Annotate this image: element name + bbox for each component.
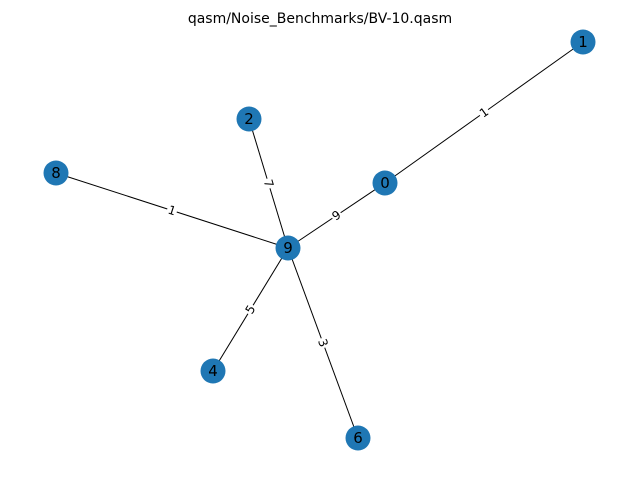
node-9-circle bbox=[275, 235, 301, 261]
edge-label-group: 1 bbox=[475, 103, 493, 122]
node-4-circle bbox=[200, 358, 226, 384]
edge-label-background bbox=[259, 176, 278, 191]
node-8-label: 8 bbox=[51, 164, 61, 182]
edge-label-group: 9 bbox=[327, 206, 346, 225]
node-8-circle bbox=[43, 160, 69, 186]
node-1-label: 1 bbox=[578, 33, 588, 51]
edge-weight-label: 1 bbox=[166, 203, 178, 219]
edge-label-background bbox=[313, 335, 333, 351]
node-6-label: 6 bbox=[353, 429, 363, 447]
edge-label-group: 5 bbox=[241, 301, 260, 318]
edge-label-background bbox=[327, 206, 346, 225]
edge-label-group: 1 bbox=[164, 201, 180, 220]
node-2-label: 2 bbox=[244, 110, 254, 128]
edge-label-background bbox=[164, 201, 180, 220]
node-6-circle bbox=[345, 425, 371, 451]
node-0-circle bbox=[372, 170, 398, 196]
edges-layer: 1 9 7 1 5 3 bbox=[55, 41, 584, 439]
node-1-circle bbox=[570, 29, 596, 55]
edge-label-background bbox=[241, 301, 260, 318]
edge-label-group: 7 bbox=[259, 176, 278, 191]
figure-title: qasm/Noise_Benchmarks/BV-10.qasm bbox=[188, 11, 452, 27]
node-4-label: 4 bbox=[208, 362, 218, 380]
edge-label-background bbox=[475, 103, 493, 122]
edge-weight-label: 7 bbox=[261, 178, 277, 189]
node-2-circle bbox=[236, 106, 262, 132]
node-0-label: 0 bbox=[380, 174, 390, 192]
edge-label-group: 3 bbox=[313, 335, 333, 351]
nodes-layer: 0 1 2 4 6 8 9 bbox=[43, 29, 596, 451]
node-9-label: 9 bbox=[283, 239, 293, 257]
